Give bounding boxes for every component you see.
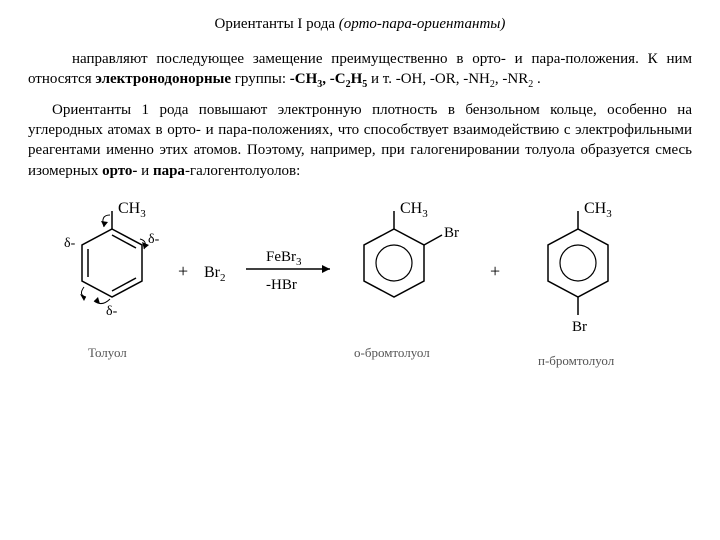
p-bromotoluene: CH3 Br: [548, 200, 612, 335]
title-italic: (орто-пара-ориентанты): [339, 16, 506, 32]
reaction-svg: CH3 δ- δ- δ- + Br2: [28, 189, 692, 409]
br2-label: Br2: [204, 264, 226, 284]
p1-b1: электронодонорные: [95, 71, 231, 87]
p1-t4: -OH, -OR, -NH: [396, 71, 490, 87]
p1-t3: и т.: [367, 71, 395, 87]
p1-b3: , -C: [322, 71, 345, 87]
p1-t5: , -NR: [495, 71, 528, 87]
hbr-label: -HBr: [266, 277, 297, 293]
ch3-label: CH3: [118, 200, 146, 220]
br-o: Br: [444, 225, 459, 241]
delta-3: δ-: [106, 304, 118, 319]
title-main: Ориентанты I рода: [215, 16, 339, 32]
paragraph-2: Ориентанты 1 рода повышают электронную п…: [28, 100, 692, 181]
o-bromotoluene: CH3 Br: [364, 200, 459, 297]
plus-1: +: [178, 261, 188, 281]
reaction-diagram: CH3 δ- δ- δ- + Br2: [28, 189, 692, 409]
p2-t3: -галогентолуолов:: [185, 163, 300, 179]
p1-b2: -CH: [290, 71, 318, 87]
pbromo-label: п-бромтолуол: [538, 353, 615, 368]
obromo-label: о-бромтолуол: [354, 345, 430, 360]
p2-t2: и: [137, 163, 153, 179]
paragraph-1: направляют последующее замещение преимущ…: [28, 49, 692, 92]
febr3-label: FeBr3: [266, 249, 302, 268]
p1-b3m: H: [351, 71, 363, 87]
plus-2: +: [490, 261, 500, 281]
toluene-label: Толуол: [88, 345, 127, 360]
toluene-structure: CH3 δ- δ- δ-: [64, 200, 160, 319]
p2-b2: пара: [153, 163, 185, 179]
ch3-p: CH3: [584, 200, 612, 220]
p1-t6: .: [533, 71, 541, 87]
reaction-arrow: FeBr3 -HBr: [246, 249, 330, 293]
br-p: Br: [572, 319, 587, 335]
title: Ориентанты I рода (орто-пара-ориентанты): [28, 16, 692, 33]
delta-2: δ-: [64, 236, 76, 251]
p1-t2: группы:: [231, 71, 290, 87]
delta-1: δ-: [148, 232, 160, 247]
p2-b1: орто-: [102, 163, 137, 179]
ch3-o: CH3: [400, 200, 428, 220]
